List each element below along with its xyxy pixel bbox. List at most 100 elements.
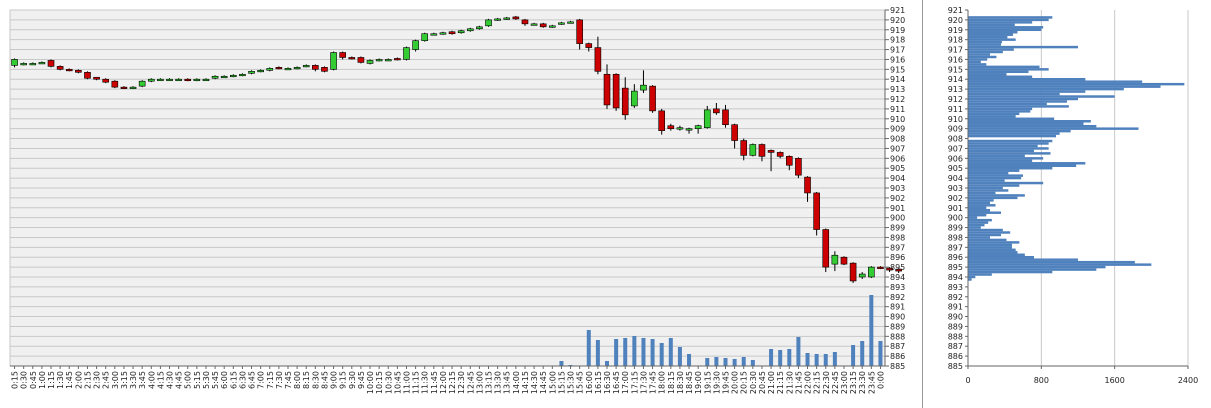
volume-bar xyxy=(614,339,619,366)
time-tick-label: 9:30 xyxy=(348,371,357,389)
profile-bar xyxy=(968,228,1003,232)
time-tick-label: 10:45 xyxy=(393,371,402,394)
time-tick-label: 3:00 xyxy=(111,371,120,389)
time-tick-label: 0:45 xyxy=(29,371,38,389)
candle-up xyxy=(868,266,875,278)
profile-bar xyxy=(968,68,1049,71)
time-tick-label: 20:30 xyxy=(749,371,758,394)
profile-bar xyxy=(968,65,1040,69)
time-tick-label: 9:45 xyxy=(357,371,366,389)
profile-bar xyxy=(968,273,992,276)
profile-price-tick-label: 913 xyxy=(948,85,963,94)
profile-bar xyxy=(968,159,1033,163)
candle-up xyxy=(366,60,374,64)
time-tick-label: 5:15 xyxy=(193,371,202,389)
time-tick-label: 11:15 xyxy=(412,371,421,394)
profile-bar xyxy=(968,218,992,222)
profile-bar xyxy=(968,184,1020,187)
candle-up xyxy=(220,75,228,79)
profile-bar xyxy=(968,241,1020,244)
time-tick-label: 4:30 xyxy=(166,371,175,389)
profile-bar xyxy=(968,181,1044,185)
candle-down xyxy=(539,23,547,28)
candle-down xyxy=(102,78,110,83)
candle-down xyxy=(713,108,720,114)
price-tick-label: 911 xyxy=(890,105,905,114)
time-tick-label: 8:45 xyxy=(320,371,329,389)
candle-up xyxy=(858,273,866,278)
time-tick-label: 6:15 xyxy=(229,371,238,389)
candle-up xyxy=(503,17,511,20)
price-tick-label: 899 xyxy=(890,224,905,233)
candle-up xyxy=(29,63,37,66)
profile-price-tick-label: 904 xyxy=(948,174,963,183)
price-tick-label: 894 xyxy=(890,273,905,282)
profile-bar xyxy=(968,92,1060,96)
profile-bar xyxy=(968,58,988,61)
profile-price-tick-label: 907 xyxy=(948,144,963,153)
price-tick-label: 908 xyxy=(890,135,905,144)
candle-up xyxy=(248,71,255,74)
profile-bar xyxy=(968,75,1033,78)
profile-price-tick-label: 911 xyxy=(948,105,963,114)
time-tick-label: 14:00 xyxy=(512,371,521,394)
time-tick-label: 16:00 xyxy=(585,371,594,394)
time-tick-label: 1:15 xyxy=(47,371,56,389)
candle-down xyxy=(877,266,884,269)
price-tick-label: 893 xyxy=(890,283,905,292)
time-tick-label: 15:15 xyxy=(557,371,566,394)
volume-bar xyxy=(832,352,837,366)
profile-bar xyxy=(968,134,1056,138)
profile-bar xyxy=(968,243,1012,247)
candle-down xyxy=(785,156,793,166)
profile-price-tick-label: 920 xyxy=(948,16,963,25)
profile-bar xyxy=(968,194,1025,197)
profile-bar xyxy=(968,226,981,229)
time-tick-label: 5:30 xyxy=(202,371,211,389)
profile-bar xyxy=(968,162,1086,165)
time-tick-label: 23:45 xyxy=(867,371,876,394)
time-tick-label: 20:00 xyxy=(731,371,740,394)
profile-bar xyxy=(968,179,1005,182)
profile-bar xyxy=(968,176,1022,180)
profile-price-tick-label: 905 xyxy=(948,164,963,173)
time-tick-label: 22:30 xyxy=(822,371,831,394)
price-candlestick-chart: 8858868878888898908918928938948958968978… xyxy=(9,6,905,394)
candle-down xyxy=(649,85,656,112)
profile-bar xyxy=(968,278,972,281)
time-tick-label: 23:00 xyxy=(840,371,849,394)
time-tick-label: 19:45 xyxy=(721,371,730,394)
candle-up xyxy=(530,23,538,26)
time-tick-label: 11:30 xyxy=(421,371,430,394)
time-tick-label: 20:15 xyxy=(740,371,749,394)
candle-down xyxy=(93,76,100,80)
profile-bar xyxy=(968,206,987,210)
profile-bar xyxy=(968,120,1091,123)
time-tick-label: 9:00 xyxy=(330,371,339,389)
candle-down xyxy=(348,57,356,60)
profile-bar xyxy=(968,95,1115,98)
volume-bar xyxy=(823,354,828,366)
profile-price-tick-label: 893 xyxy=(948,283,963,292)
candle-up xyxy=(239,73,246,77)
time-tick-label: 22:00 xyxy=(804,371,813,394)
profile-price-tick-label: 896 xyxy=(948,253,963,262)
time-tick-label: 6:00 xyxy=(220,371,229,389)
profile-bar xyxy=(968,204,996,207)
volume-bar xyxy=(641,338,646,366)
candle-up xyxy=(230,74,237,78)
volume-bar xyxy=(878,341,883,366)
profile-bar xyxy=(968,55,997,59)
volume-bar xyxy=(814,354,819,366)
candle-down xyxy=(621,87,629,116)
profile-value-axis: 0 800 1600 2400 xyxy=(965,365,1198,385)
time-tick-label: 22:45 xyxy=(831,371,840,394)
time-tick-label: 17:15 xyxy=(630,371,639,394)
volume-bar xyxy=(851,345,856,366)
price-tick-label: 907 xyxy=(890,144,905,153)
candle-down xyxy=(321,67,328,72)
candle-up xyxy=(412,40,419,50)
price-tick-label: 887 xyxy=(890,342,905,351)
time-tick-label: 8:30 xyxy=(311,371,320,389)
candle-down xyxy=(120,86,128,89)
